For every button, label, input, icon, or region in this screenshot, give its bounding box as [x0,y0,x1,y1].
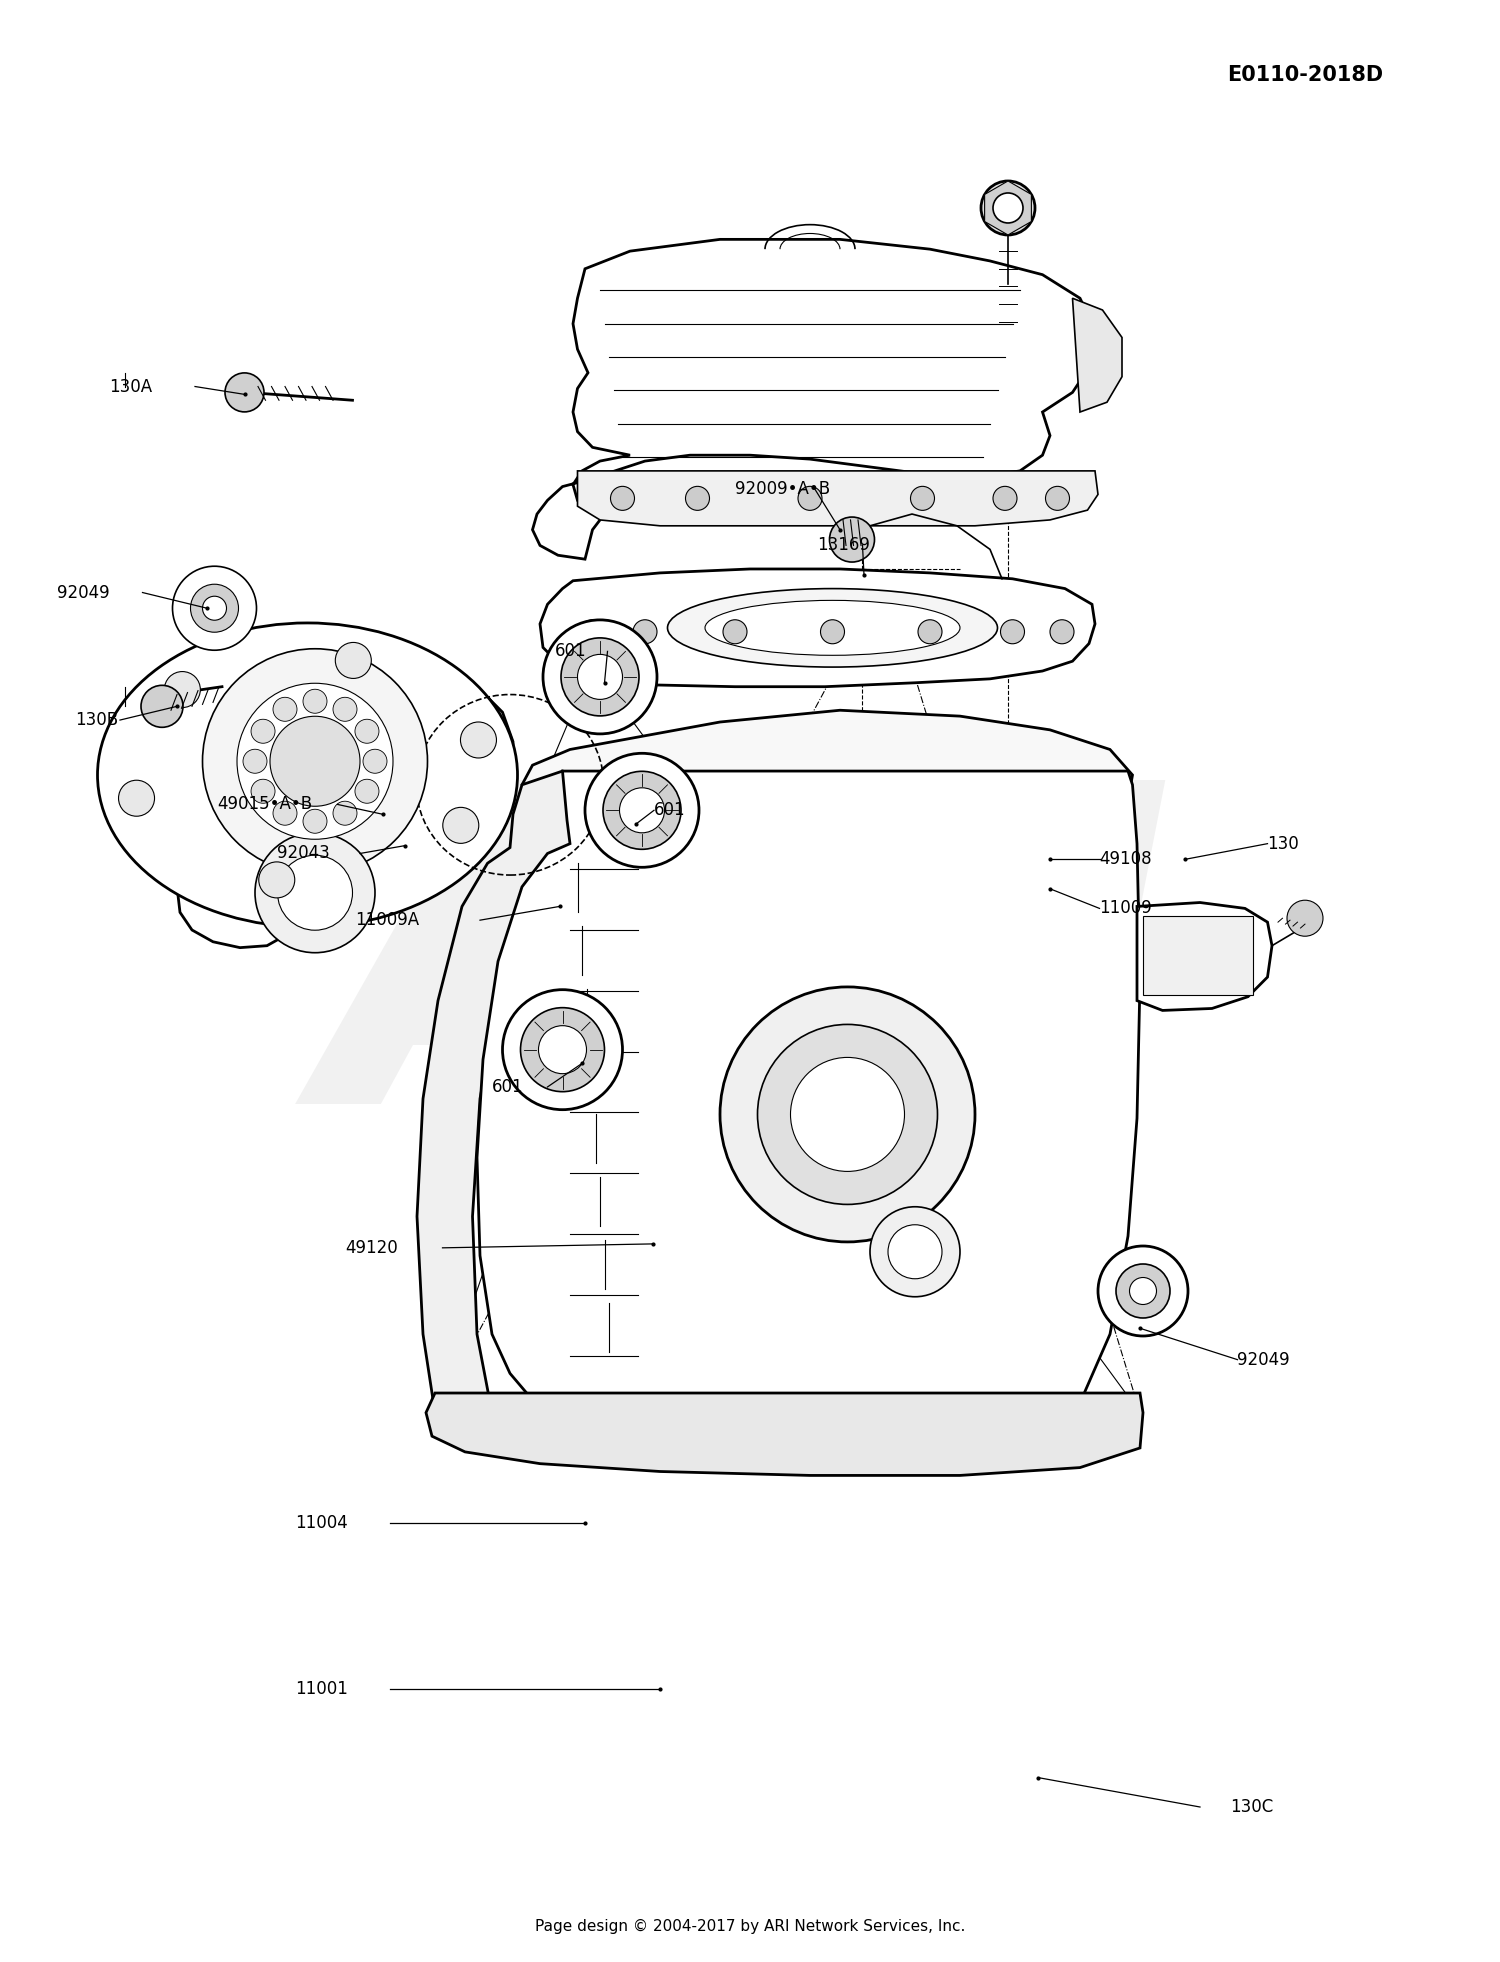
Polygon shape [532,239,1095,559]
Circle shape [202,596,226,620]
Circle shape [790,1058,904,1171]
Circle shape [918,620,942,644]
Text: 601: 601 [492,1077,524,1097]
Circle shape [190,585,238,632]
Circle shape [580,620,604,644]
Circle shape [270,716,360,806]
Polygon shape [578,471,1098,526]
Circle shape [620,789,664,832]
Circle shape [363,749,387,773]
Ellipse shape [668,589,998,667]
Circle shape [336,642,372,679]
Polygon shape [1137,903,1272,1010]
Polygon shape [1072,298,1122,412]
Polygon shape [540,569,1095,687]
Circle shape [356,720,380,744]
Text: 13169: 13169 [818,536,870,555]
Circle shape [910,487,934,510]
Circle shape [503,989,622,1110]
Circle shape [610,487,634,510]
Circle shape [585,753,699,867]
Circle shape [237,683,393,840]
Circle shape [538,1026,586,1073]
Circle shape [603,771,681,850]
Text: 49120: 49120 [345,1238,398,1258]
Polygon shape [984,181,1032,235]
Polygon shape [132,632,513,948]
Ellipse shape [705,600,960,655]
Circle shape [633,620,657,644]
Circle shape [723,620,747,644]
Polygon shape [477,771,1140,1452]
Circle shape [993,487,1017,510]
Circle shape [172,567,256,649]
Circle shape [273,800,297,826]
Polygon shape [522,710,1132,840]
Circle shape [686,487,709,510]
Circle shape [520,1008,605,1091]
Circle shape [830,518,874,561]
Text: ARI: ARI [324,765,1176,1197]
Circle shape [798,487,822,510]
Circle shape [251,779,274,802]
Bar [1143,916,1252,995]
Circle shape [993,192,1023,224]
Circle shape [303,689,327,714]
Circle shape [141,685,183,728]
Circle shape [1000,620,1024,644]
Circle shape [442,806,478,844]
Circle shape [460,722,496,757]
Circle shape [243,749,267,773]
Circle shape [1116,1264,1170,1318]
Text: 130A: 130A [110,377,153,396]
Text: 601: 601 [654,800,686,820]
Circle shape [888,1224,942,1279]
Circle shape [870,1207,960,1297]
Circle shape [1287,901,1323,936]
Text: 11004: 11004 [296,1513,348,1532]
Circle shape [1050,620,1074,644]
Text: 49015•A•B: 49015•A•B [217,795,312,814]
Text: 49108: 49108 [1100,850,1152,869]
Text: 11001: 11001 [296,1679,348,1699]
Circle shape [255,832,375,954]
Circle shape [356,779,380,802]
Text: 92049: 92049 [57,583,110,602]
Text: 92043: 92043 [278,844,330,863]
Circle shape [333,697,357,722]
Text: 11009: 11009 [1100,899,1152,918]
Text: 92009•A•B: 92009•A•B [735,479,830,498]
Circle shape [1046,487,1070,510]
Text: 92049: 92049 [1238,1350,1290,1369]
Circle shape [278,855,352,930]
Polygon shape [417,771,600,1413]
Circle shape [758,1024,938,1205]
Text: E0110-2018D: E0110-2018D [1227,65,1383,84]
Circle shape [578,655,622,698]
Circle shape [1130,1277,1156,1305]
Circle shape [720,987,975,1242]
Circle shape [260,861,296,899]
Circle shape [981,181,1035,235]
Circle shape [303,808,327,834]
Circle shape [333,800,357,826]
Circle shape [543,620,657,734]
Polygon shape [426,1393,1143,1475]
Circle shape [165,671,201,708]
Circle shape [202,649,427,873]
Text: 130C: 130C [1230,1797,1274,1817]
Text: Page design © 2004-2017 by ARI Network Services, Inc.: Page design © 2004-2017 by ARI Network S… [536,1919,964,1935]
Circle shape [118,781,154,816]
Text: 601: 601 [555,642,586,661]
Circle shape [561,638,639,716]
Text: 130B: 130B [75,710,118,730]
Circle shape [251,720,274,744]
Circle shape [821,620,844,644]
Ellipse shape [98,622,518,928]
Circle shape [273,697,297,722]
Circle shape [1098,1246,1188,1336]
Text: 130: 130 [1268,834,1299,853]
Text: 11009A: 11009A [356,910,420,930]
Circle shape [225,373,264,412]
